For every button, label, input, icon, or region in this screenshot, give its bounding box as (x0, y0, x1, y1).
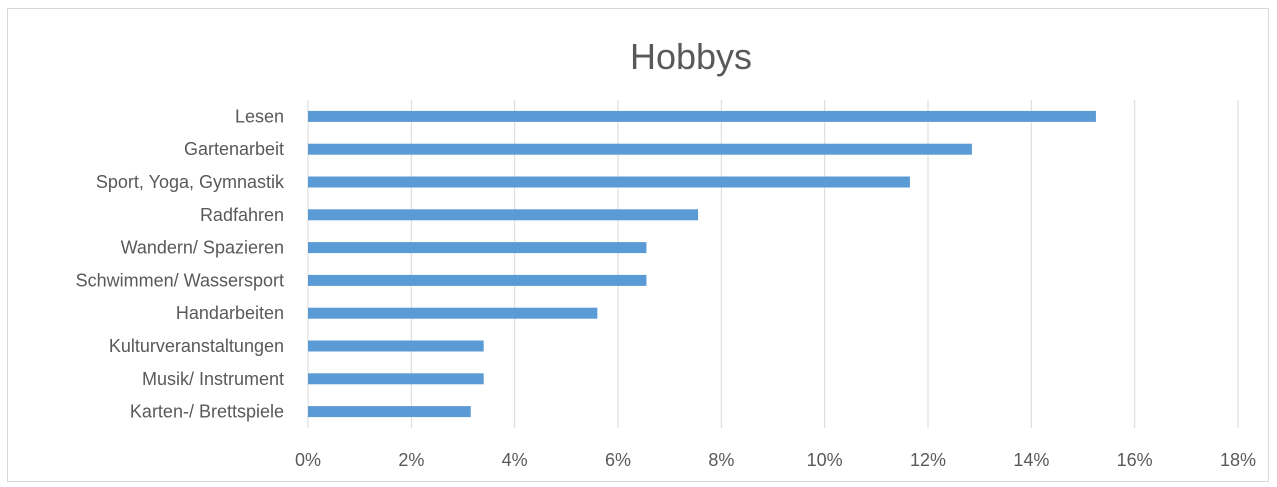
bar (308, 340, 484, 352)
category-labels: Lesen Gartenarbeit Sport, Yoga, Gymnastik R… (76, 106, 285, 421)
x-tick-label: 8% (708, 450, 734, 470)
bar (308, 110, 1096, 122)
bar (308, 307, 598, 319)
x-tick-label: 2% (398, 450, 424, 470)
bar (308, 176, 910, 188)
bar (308, 274, 647, 286)
category-label: Gartenarbeit (184, 139, 284, 159)
x-tick-label: 6% (605, 450, 631, 470)
category-label: Kulturveranstaltungen (109, 336, 284, 356)
bar (308, 209, 699, 221)
x-tick-label: 18% (1220, 450, 1256, 470)
bar (308, 406, 471, 418)
category-label: Radfahren (200, 205, 284, 225)
bar (308, 373, 484, 385)
x-tick-label: 0% (295, 450, 321, 470)
category-label: Lesen (235, 106, 284, 126)
category-label: Schwimmen/ Wassersport (76, 270, 284, 290)
bar (308, 143, 972, 155)
x-tick-label: 12% (910, 450, 946, 470)
chart-title: Hobbys (629, 36, 753, 77)
category-label: Karten-/ Brettspiele (130, 402, 284, 422)
x-tick-labels: 0% 2% 4% 6% 8% 10% 12% 14% 16% 18% (295, 450, 1256, 470)
category-label: Sport, Yoga, Gymnastik (96, 172, 285, 192)
x-tick-label: 10% (807, 450, 843, 470)
bars (308, 110, 1096, 418)
x-tick-label: 16% (1117, 450, 1153, 470)
bar (308, 242, 647, 254)
category-label: Musik/ Instrument (142, 369, 284, 389)
x-tick-label: 14% (1013, 450, 1049, 470)
category-label: Wandern/ Spazieren (121, 238, 284, 258)
category-label: Handarbeiten (176, 303, 284, 323)
x-tick-label: 4% (502, 450, 528, 470)
